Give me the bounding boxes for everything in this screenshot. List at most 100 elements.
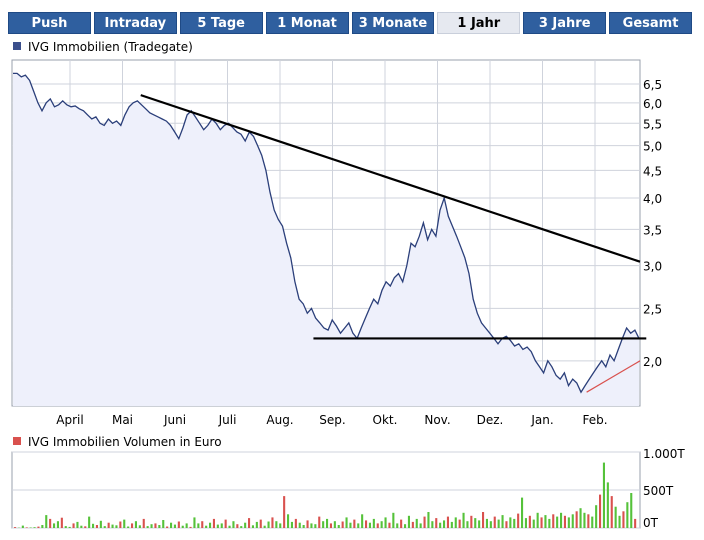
tab-5-tage[interactable]: 5 Tage [179,12,263,34]
volume-bar [450,521,453,528]
volume-bar [505,521,508,528]
volume-bar [563,515,566,528]
volume-bar [197,523,200,528]
volume-bar [345,517,348,528]
tab-gesamt[interactable]: Gesamt [609,12,692,34]
tab-1-jahr[interactable]: 1 Jahr [437,12,521,34]
volume-bar [99,520,102,528]
price-x-tick-label: Dez. [477,413,504,427]
volume-bar [68,526,71,528]
volume-bar [400,519,403,528]
volume-bar [392,512,395,528]
timeframe-tabs: Push Intraday 5 Tage 1 Monat 3 Monate 1 Jahr 3… [8,12,692,34]
volume-bar [602,462,605,528]
volume-bar [411,521,414,528]
volume-bar [427,512,430,528]
volume-bar [365,520,368,528]
volume-bar [216,524,219,528]
volume-bar [251,525,254,528]
volume-bar [489,521,492,528]
volume-bar [567,517,570,528]
volume-bar [470,515,473,528]
volume-bar [14,527,17,528]
volume-bar [587,514,590,528]
volume-y-tick-label: 1.000T [643,447,685,461]
price-y-tick-label: 6,0 [643,97,662,111]
volume-bar [123,519,126,528]
volume-bar [361,514,364,528]
volume-bar [544,515,547,528]
volume-bar [41,525,44,528]
volume-bar [610,496,613,528]
volume-bar [521,497,524,528]
volume-bar [349,522,352,528]
volume-bar [404,524,407,528]
volume-bar [185,523,188,528]
tab-3-jahre[interactable]: 3 Jahre [523,12,607,34]
volume-bar [21,525,24,528]
price-x-tick-label: Mai [112,413,133,427]
volume-bar [224,519,227,528]
volume-bar [388,522,391,528]
volume-y-axis: 1.000T 500T 0T [643,447,685,530]
volume-bar [595,505,598,528]
price-y-tick-label: 3,0 [643,260,662,274]
volume-bar [275,521,278,528]
volume-bar [240,526,243,528]
volume-bar [255,521,258,528]
volume-bar [548,518,551,528]
tab-intraday[interactable]: Intraday [93,12,177,34]
volume-bar [622,511,625,528]
volume-bar [302,525,305,528]
price-legend-label: IVG Immobilien (Tradegate) [28,40,193,54]
volume-bar [630,493,633,528]
volume-bar [314,524,317,528]
trendline-annotations [140,94,647,393]
price-x-tick-label: Juni [163,413,186,427]
volume-bar [583,512,586,528]
volume-bar [579,508,582,528]
volume-bar [528,515,531,528]
volume-bar [376,523,379,528]
volume-bar [372,518,375,528]
price-y-tick-label: 4,0 [643,192,662,206]
volume-bar [599,494,602,528]
price-x-tick-label: Okt. [373,413,398,427]
tab-1-monat[interactable]: 1 Monat [265,12,349,34]
volume-y-tick-label: 0T [643,516,659,530]
volume-bar [474,518,477,528]
volume-bar [205,525,208,528]
volume-bar [443,520,446,528]
volume-bar [103,526,106,528]
volume-bar [189,526,192,528]
tab-push[interactable]: Push [8,12,91,34]
volume-bar [263,525,266,528]
volume-bar [115,525,118,528]
volume-bar [407,515,410,528]
volume-bar [33,527,36,528]
volume-legend-label: IVG Immobilien Volumen in Euro [28,435,222,449]
volume-bar [501,515,504,528]
price-x-tick-label: Aug. [266,413,293,427]
volume-bar [306,520,309,528]
tab-3-monate[interactable]: 3 Monate [351,12,435,34]
volume-bar [162,520,165,528]
price-y-tick-label: 2,0 [643,355,662,369]
volume-bar [290,521,293,528]
volume-bar [56,521,59,528]
volume-bar [485,518,488,528]
volume-bar [626,502,629,528]
volume-bar [64,526,67,528]
volume-bar [80,525,83,528]
volume-bar [326,518,329,528]
volume-bar [298,522,301,528]
volume-bar [454,517,457,528]
volume-bar [493,516,496,528]
volume-legend-swatch [13,437,21,445]
volume-bar [25,527,28,528]
volume-bar [318,516,321,528]
price-x-tick-label: Juli [218,413,237,427]
volume-bar [53,523,56,528]
volume-bar [294,518,297,528]
volume-bar [415,518,418,528]
